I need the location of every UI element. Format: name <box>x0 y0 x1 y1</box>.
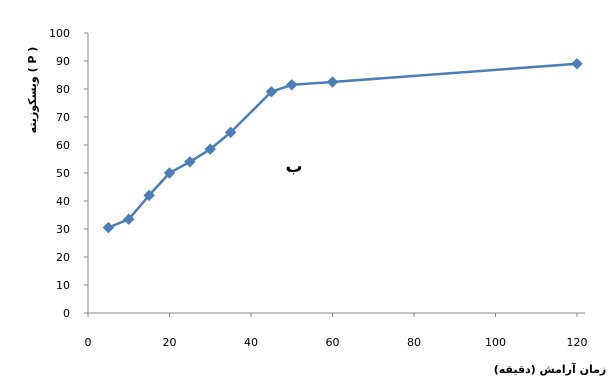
data-point <box>143 189 155 202</box>
x-axis-title: زمان آرامش (دقیقه) <box>494 362 607 376</box>
y-tick-label: 90 <box>56 55 70 68</box>
data-point <box>265 86 278 98</box>
y-tick-label: 20 <box>56 251 70 264</box>
y-tick-label: 0 <box>63 307 70 320</box>
y-tick-label: 40 <box>56 195 70 208</box>
y-tick-label: 10 <box>56 279 70 292</box>
y-tick-label: 80 <box>56 83 70 96</box>
y-tick-label: 30 <box>56 223 70 236</box>
x-tick-label: 40 <box>244 336 258 349</box>
y-tick-label: 60 <box>56 139 70 152</box>
x-tick-label: 80 <box>407 336 421 349</box>
y-tick-label: 100 <box>49 27 70 40</box>
data-point <box>163 167 176 179</box>
x-tick-label: 0 <box>85 336 92 349</box>
x-tick-label: 60 <box>326 336 340 349</box>
x-tick-label: 20 <box>163 336 177 349</box>
chart-annotation: ب <box>285 157 302 177</box>
data-point <box>102 221 115 234</box>
data-point <box>326 76 339 88</box>
y-tick-label: 50 <box>56 167 70 180</box>
data-point <box>204 143 216 155</box>
data-point <box>286 79 298 91</box>
x-tick-label: 100 <box>485 336 506 349</box>
data-point <box>184 156 196 168</box>
data-point <box>224 126 237 139</box>
y-tick-label: 70 <box>56 111 70 124</box>
series-line <box>107 62 578 229</box>
x-tick-label: 120 <box>567 336 588 349</box>
data-point <box>571 58 583 70</box>
data-point <box>123 213 135 225</box>
y-axis-title: ویسکوزیته ( P ) <box>26 47 39 134</box>
